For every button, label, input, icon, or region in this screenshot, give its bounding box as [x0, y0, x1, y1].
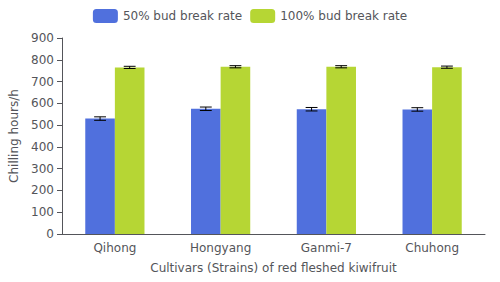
svg-text:Qihong: Qihong — [93, 241, 136, 255]
svg-text:Hongyang: Hongyang — [190, 241, 251, 255]
svg-text:Chuhong: Chuhong — [405, 241, 459, 255]
svg-text:0: 0 — [46, 227, 54, 241]
svg-text:400: 400 — [31, 140, 54, 154]
svg-text:600: 600 — [31, 96, 54, 110]
svg-text:50% bud break rate: 50% bud break rate — [123, 9, 242, 23]
svg-text:Cultivars (Strains) of red fle: Cultivars (Strains) of red fleshed kiwif… — [150, 261, 397, 275]
svg-text:300: 300 — [31, 162, 54, 176]
svg-text:Chilling hours/h: Chilling hours/h — [7, 89, 21, 183]
svg-text:800: 800 — [31, 53, 54, 67]
svg-text:200: 200 — [31, 183, 54, 197]
svg-text:500: 500 — [31, 118, 54, 132]
svg-text:700: 700 — [31, 75, 54, 89]
svg-text:Ganmi-7: Ganmi-7 — [301, 241, 352, 255]
svg-text:100: 100 — [31, 205, 54, 219]
svg-text:100% bud break rate: 100% bud break rate — [280, 9, 407, 23]
svg-text:900: 900 — [31, 31, 54, 45]
